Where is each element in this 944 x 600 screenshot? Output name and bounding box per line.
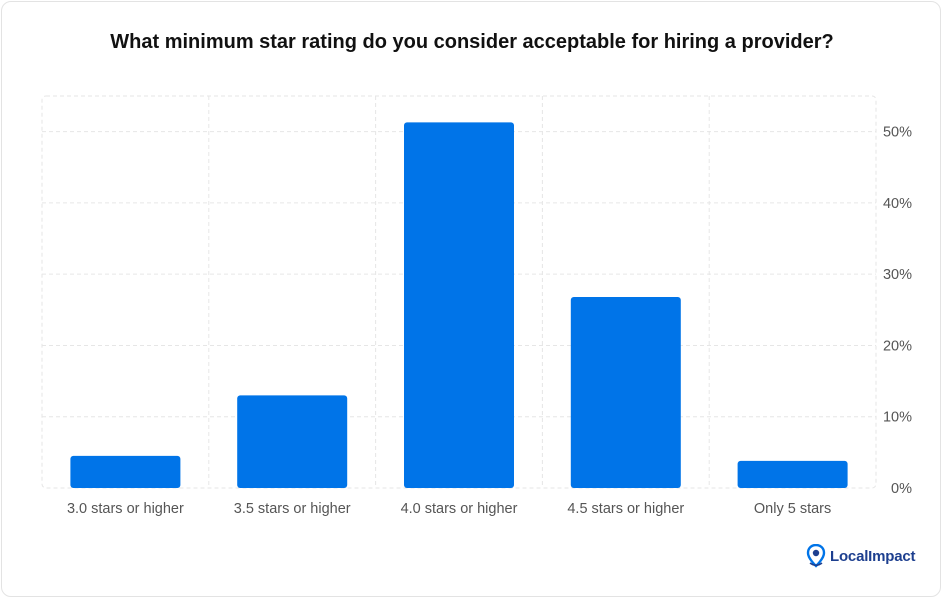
x-tick-label: 3.5 stars or higher [234,501,351,517]
plot-frame [41,95,877,489]
y-tick-label: 30% [883,267,912,283]
y-tick-label: 20% [883,338,912,354]
x-axis-labels: 3.0 stars or higher 3.5 stars or higher 4.… [67,501,831,517]
y-tick-label: 40% [883,196,912,212]
y-tick-label: 10% [883,410,912,426]
map-pin-icon [806,544,826,568]
x-tick-label: 4.0 stars or higher [401,501,518,517]
bars [70,122,848,488]
bar [404,122,514,488]
x-tick-label: Only 5 stars [754,501,831,517]
bar [237,395,348,488]
x-tick-label: 3.0 stars or higher [67,501,184,517]
bar [737,460,848,488]
x-tick-label: 4.5 stars or higher [567,501,684,517]
bar [570,296,681,488]
chart-title: What minimum star rating do you consider… [110,31,834,53]
brand-name: LocalImpact [830,547,916,565]
y-tick-label: 0% [891,481,912,497]
brand-logo: LocalImpact [806,544,916,568]
bar [70,455,181,488]
y-tick-label: 50% [883,125,912,141]
y-axis-labels: 0% 10% 20% 30% 40% 50% [883,125,912,497]
